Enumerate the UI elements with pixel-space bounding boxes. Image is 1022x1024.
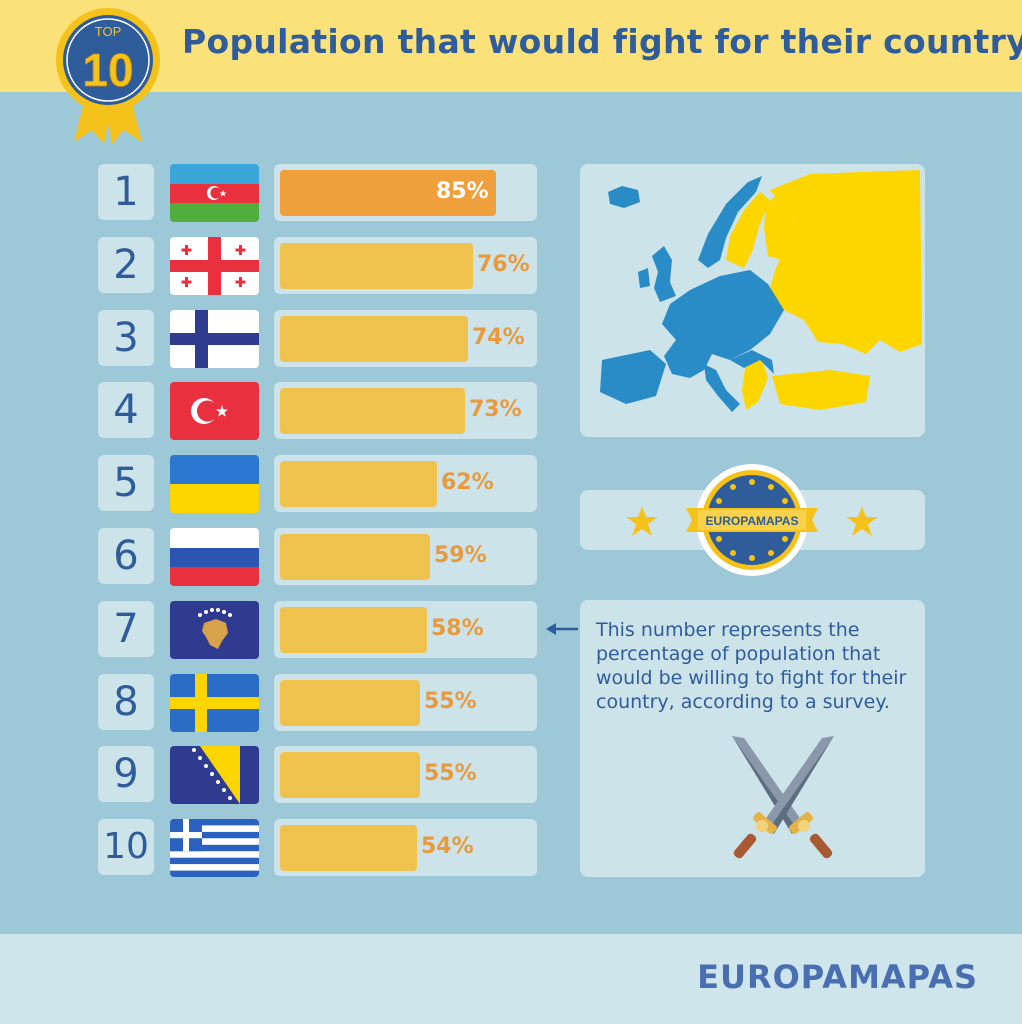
bar bbox=[280, 461, 437, 507]
rank-number: 6 bbox=[98, 528, 154, 584]
footer-brand: EUROPAMAPAS bbox=[697, 958, 978, 996]
bar bbox=[280, 607, 427, 653]
rank-number: 5 bbox=[98, 455, 154, 511]
value-label: 55% bbox=[424, 689, 477, 714]
bar bbox=[280, 243, 473, 289]
rank-number: 8 bbox=[98, 674, 154, 730]
note-panel bbox=[580, 600, 925, 877]
bar bbox=[280, 170, 496, 216]
europe-map-icon bbox=[600, 170, 922, 412]
flag-icon-ukraine bbox=[170, 455, 259, 513]
bar bbox=[280, 388, 465, 434]
emblem-icon: EUROPAMAPAS bbox=[626, 464, 878, 576]
flag-icon-finland bbox=[170, 310, 259, 368]
value-label: 85% bbox=[436, 179, 489, 204]
badge-number-text: 10 bbox=[82, 44, 133, 96]
flag-icon-sweden bbox=[170, 674, 259, 732]
value-label: 55% bbox=[424, 761, 477, 786]
value-label: 59% bbox=[434, 543, 487, 568]
header-bar bbox=[0, 0, 1022, 92]
value-label: 74% bbox=[472, 325, 525, 350]
star-icon bbox=[846, 506, 878, 536]
rank-number: 10 bbox=[98, 819, 154, 875]
value-label: 62% bbox=[441, 470, 494, 495]
rank-number: 2 bbox=[98, 237, 154, 293]
bar bbox=[280, 825, 417, 871]
flag-icon-kosovo bbox=[170, 601, 259, 659]
rank-number: 3 bbox=[98, 310, 154, 366]
value-label: 58% bbox=[431, 616, 484, 641]
map-panel bbox=[580, 164, 925, 437]
flag-icon-russia bbox=[170, 528, 259, 586]
bar bbox=[280, 680, 420, 726]
flag-icon-greece bbox=[170, 819, 259, 877]
star-icon bbox=[626, 506, 658, 536]
crossed-swords-icon bbox=[732, 736, 834, 859]
rank-number: 9 bbox=[98, 746, 154, 802]
arrow-left-icon bbox=[546, 623, 578, 635]
badge-top-text: TOP bbox=[95, 24, 122, 39]
value-label: 54% bbox=[421, 834, 474, 859]
value-label: 73% bbox=[469, 397, 522, 422]
rank-number: 1 bbox=[98, 164, 154, 220]
bar bbox=[280, 316, 468, 362]
emblem-label: EUROPAMAPAS bbox=[706, 514, 799, 528]
note-text: This number represents the percentage of… bbox=[596, 619, 907, 713]
bar bbox=[280, 534, 430, 580]
flag-icon-azerbaijan bbox=[170, 164, 259, 222]
flag-icon-georgia bbox=[170, 237, 259, 295]
top-10-badge-icon: TOP 10 bbox=[56, 8, 160, 144]
page-title: Population that would fight for their co… bbox=[182, 22, 1022, 61]
flag-icon-turkey bbox=[170, 382, 259, 440]
rank-number: 7 bbox=[98, 601, 154, 657]
flag-icon-bosnia-and-herzegovina bbox=[170, 746, 259, 804]
rank-number: 4 bbox=[98, 382, 154, 438]
value-label: 76% bbox=[477, 252, 530, 277]
footer-bar bbox=[0, 934, 1022, 1024]
bar bbox=[280, 752, 420, 798]
